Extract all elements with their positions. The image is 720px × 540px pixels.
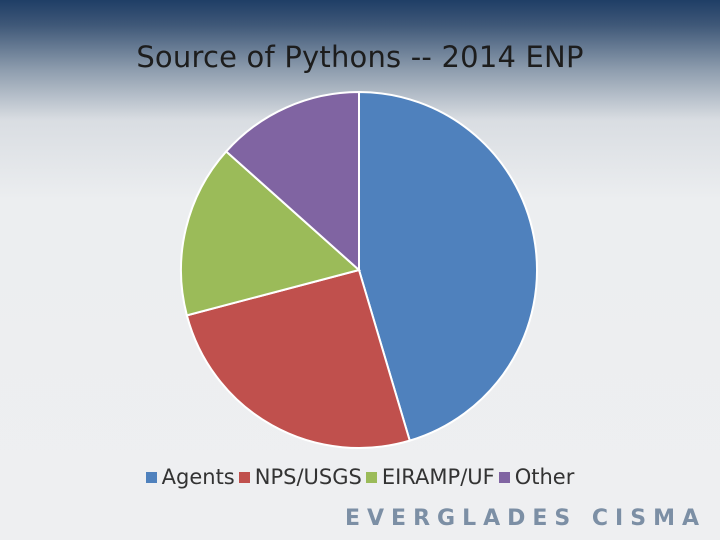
legend-item: Other <box>498 465 575 489</box>
legend-item: EIRAMP/UF <box>365 465 495 489</box>
legend-label: EIRAMP/UF <box>381 465 495 489</box>
legend-label: Other <box>514 465 575 489</box>
pie-slice-other <box>224 90 360 273</box>
legend-swatch <box>238 471 250 483</box>
footer-logo-text: EVERGLADES CISMA <box>344 506 706 531</box>
legend-swatch <box>498 471 510 483</box>
legend-swatch <box>365 471 377 483</box>
legend-item: NPS/USGS <box>238 465 362 489</box>
pie-slice-eiramp-uf <box>180 150 362 317</box>
legend-item: Agents <box>145 465 235 489</box>
legend: Agents NPS/USGS EIRAMP/UF Other <box>0 465 720 489</box>
pie-slice-agents <box>358 90 538 442</box>
pie-slice-nps-usgs <box>185 268 411 449</box>
legend-swatch <box>145 471 157 483</box>
legend-label: NPS/USGS <box>254 465 362 489</box>
chart-title: Source of Pythons -- 2014 ENP <box>136 40 584 74</box>
legend-label: Agents <box>161 465 235 489</box>
